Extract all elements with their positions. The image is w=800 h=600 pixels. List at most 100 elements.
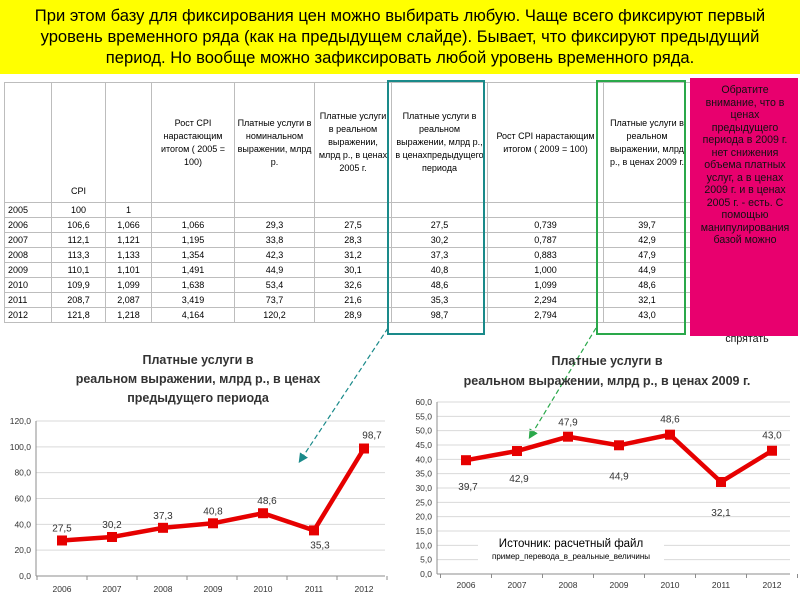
data-point xyxy=(309,525,319,536)
table-row: 2005 100 1 xyxy=(4,202,691,218)
x-tick-label: 2007 xyxy=(103,584,122,594)
data-label: 27,5 xyxy=(52,523,72,534)
chart-left: Платные услуги в реальном выражении, млр… xyxy=(10,353,388,594)
table-header-cell: Платные услуги в реальном выражении, млр… xyxy=(314,82,392,203)
banner-line: уровень временного ряда (как на предыдущ… xyxy=(40,27,760,46)
y-tick-label: 100,0 xyxy=(10,442,32,452)
annotation-note: Обратите внимание, что в ценах предыдуще… xyxy=(690,78,798,336)
data-label: 32,1 xyxy=(711,508,731,519)
chart-title-line: предыдущего периода xyxy=(127,391,270,405)
y-tick-label: 40,0 xyxy=(415,454,432,464)
x-tick-label: 2008 xyxy=(154,584,173,594)
y-tick-label: 50,0 xyxy=(415,426,432,436)
table-cell: 4,164 xyxy=(151,307,235,323)
data-label: 37,3 xyxy=(153,511,173,522)
data-point xyxy=(258,508,268,519)
table-cell: 98,7 xyxy=(391,307,488,323)
data-point xyxy=(767,445,777,456)
data-label: 48,6 xyxy=(257,496,277,507)
table-cell: 120,2 xyxy=(234,307,315,323)
x-tick-label: 2010 xyxy=(661,580,680,590)
table-cell: 2,794 xyxy=(487,307,604,323)
y-tick-label: 10,0 xyxy=(415,540,432,550)
y-tick-label: 30,0 xyxy=(415,483,432,493)
x-tick-label: 2006 xyxy=(53,584,72,594)
cpi-table: CPI Рост CPI нарастающим итогом ( 2005 =… xyxy=(4,82,691,323)
source-line: Источник: расчетный файл xyxy=(498,538,644,550)
data-label: 30,2 xyxy=(102,520,122,531)
chart-title-line: Платные услуги в xyxy=(142,353,253,367)
banner-line: период. Но вообще можно зафиксировать лю… xyxy=(105,48,695,67)
table-cell: 1,218 xyxy=(105,307,152,323)
y-tick-label: 40,0 xyxy=(14,519,31,529)
x-tick-label: 2007 xyxy=(508,580,527,590)
x-tick-label: 2006 xyxy=(457,580,476,590)
data-label: 44,9 xyxy=(609,471,629,482)
chart-title-line: реальном выражении, млрд р., в ценах 200… xyxy=(464,374,751,388)
chart-title-line: Платные услуги в xyxy=(551,354,662,368)
y-tick-label: 15,0 xyxy=(415,526,432,536)
y-tick-label: 45,0 xyxy=(415,440,432,450)
data-point xyxy=(107,531,117,542)
table-header-row: CPI Рост CPI нарастающим итогом ( 2005 =… xyxy=(4,82,691,203)
y-tick-label: 80,0 xyxy=(14,468,31,478)
data-point xyxy=(665,429,675,440)
data-point xyxy=(563,431,573,442)
table-cell: 2012 xyxy=(4,307,52,323)
y-tick-label: 25,0 xyxy=(415,497,432,507)
table-header-cell: Платные услуги в реальном выражении, млр… xyxy=(391,82,488,203)
chart-title-line: реальном выражении, млрд р., в ценах xyxy=(76,372,321,386)
table-row: 2011 208,7 2,087 3,419 73,7 21,6 35,3 2,294 32,1 xyxy=(4,292,691,308)
y-tick-label: 60,0 xyxy=(415,397,432,407)
table-header-cell: Рост CPI нарастающим итогом ( 2009 = 100… xyxy=(487,82,604,203)
table-cell: 43,0 xyxy=(603,307,691,323)
y-tick-label: 120,0 xyxy=(10,416,32,426)
x-tick-label: 2011 xyxy=(712,580,731,590)
data-point xyxy=(57,535,67,546)
data-label: 43,0 xyxy=(762,431,782,442)
x-tick-label: 2010 xyxy=(254,584,273,594)
data-label: 35,3 xyxy=(310,540,330,551)
data-label: 47,9 xyxy=(558,418,578,429)
data-point xyxy=(359,443,369,454)
table-header-cell: Платные услуги в номинальном выражении, … xyxy=(234,82,315,203)
data-label: 98,7 xyxy=(362,431,382,442)
y-tick-label: 20,0 xyxy=(14,545,31,555)
source-caption: Источник: расчетный файл пример_перевода… xyxy=(478,535,664,565)
y-tick-label: 5,0 xyxy=(420,555,432,565)
table-row: 2010 109,9 1,099 1,638 53,4 32,6 48,6 1,099 48,6 xyxy=(4,277,691,293)
data-point xyxy=(614,440,624,451)
y-tick-label: 0,0 xyxy=(19,571,31,581)
note-tail-text: спрятать xyxy=(725,333,769,345)
y-tick-label: 35,0 xyxy=(415,469,432,479)
y-tick-label: 55,0 xyxy=(415,411,432,421)
pointer-arrow-right xyxy=(528,327,597,440)
info-banner: При этом базу для фиксирования цен можно… xyxy=(0,0,800,74)
data-point xyxy=(208,518,218,529)
y-tick-label: 60,0 xyxy=(14,494,31,504)
x-tick-label: 2009 xyxy=(204,584,223,594)
y-tick-label: 0,0 xyxy=(420,569,432,579)
table-row: 2006 106,6 1,066 1,066 29,3 27,5 27,5 0,739 39,7 xyxy=(4,217,691,233)
x-tick-label: 2009 xyxy=(610,580,629,590)
data-label: 42,9 xyxy=(509,474,529,485)
y-tick-label: 20,0 xyxy=(415,512,432,522)
data-point xyxy=(461,455,471,466)
data-point xyxy=(158,522,168,533)
banner-line: При этом базу для фиксирования цен можно… xyxy=(34,6,766,25)
data-point xyxy=(716,476,726,487)
x-tick-label: 2012 xyxy=(763,580,782,590)
data-label: 40,8 xyxy=(203,506,223,517)
x-tick-label: 2011 xyxy=(305,584,324,594)
x-tick-label: 2008 xyxy=(559,580,578,590)
note-text: Обратите внимание, что в ценах предыдуще… xyxy=(700,84,790,246)
table-header-cell xyxy=(4,82,52,203)
data-label: 48,6 xyxy=(660,415,680,426)
table-row: 2012 121,8 1,218 4,164 120,2 28,9 98,7 2,794 43,… xyxy=(4,307,691,323)
data-label: 39,7 xyxy=(458,482,478,493)
data-point xyxy=(512,446,522,457)
pointer-arrow-left xyxy=(298,327,389,464)
source-file-name: пример_перевода_в_реальные_величины xyxy=(491,552,650,561)
x-tick-label: 2012 xyxy=(355,584,374,594)
